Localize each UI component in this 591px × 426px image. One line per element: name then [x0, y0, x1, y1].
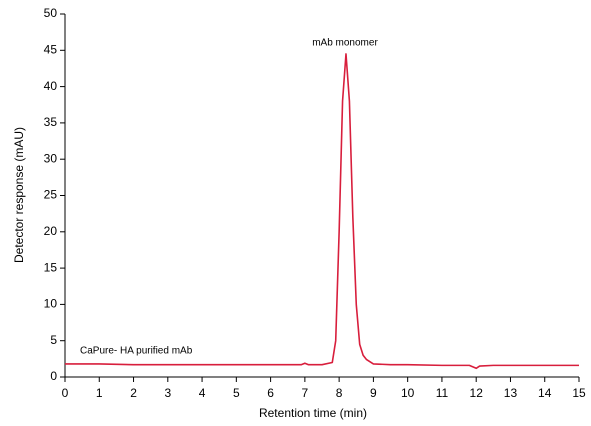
x-tick-label: 1 [96, 386, 103, 400]
annotation: CaPure- HA purified mAb [80, 346, 193, 357]
x-tick-label: 6 [267, 386, 274, 400]
x-tick-label: 14 [538, 386, 552, 400]
y-axis-label: Detector response (mAU) [12, 127, 26, 263]
x-tick-label: 3 [164, 386, 171, 400]
x-tick-label: 13 [504, 386, 518, 400]
y-tick-label: 15 [44, 260, 58, 274]
x-tick-label: 11 [436, 386, 449, 400]
y-tick-label: 25 [44, 188, 58, 202]
y-tick-label: 30 [44, 151, 58, 165]
y-tick-label: 20 [44, 224, 58, 238]
y-tick-label: 10 [44, 297, 58, 311]
x-tick-label: 7 [302, 386, 309, 400]
x-tick-label: 0 [62, 386, 69, 400]
y-tick-label: 0 [50, 369, 57, 383]
y-tick-label: 5 [50, 333, 57, 347]
x-tick-label: 12 [470, 386, 484, 400]
y-tick-label: 35 [44, 115, 58, 129]
x-axis-label: Retention time (min) [259, 406, 367, 420]
line [65, 53, 579, 370]
y-tick-label: 45 [44, 42, 58, 56]
y-tick-label: 40 [44, 79, 58, 93]
x-tick-label: 10 [401, 386, 415, 400]
x-tick-label: 9 [370, 386, 377, 400]
x-tick-label: 4 [199, 386, 206, 400]
x-tick-label: 2 [130, 386, 137, 400]
annotation: mAb monomer [312, 38, 378, 49]
x-tick-label: 5 [233, 386, 240, 400]
x-tick-label: 15 [572, 386, 586, 400]
y-tick-label: 50 [44, 6, 58, 20]
x-tick-label: 8 [336, 386, 343, 400]
